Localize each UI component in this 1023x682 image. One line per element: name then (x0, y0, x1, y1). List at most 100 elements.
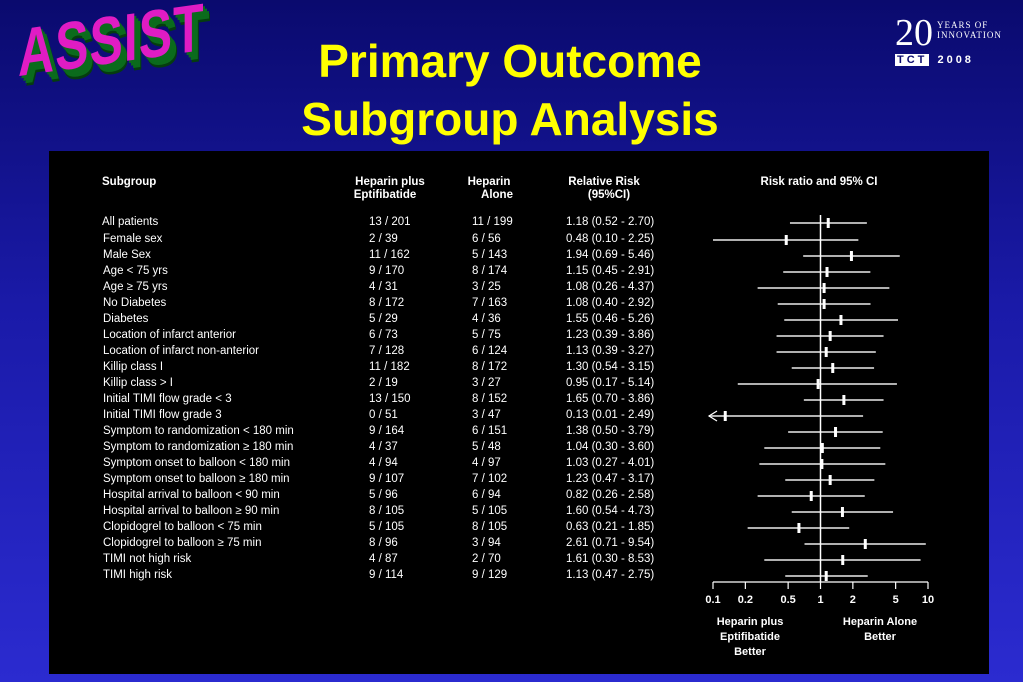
subgroup-label: Killip class > I (103, 377, 173, 389)
eptifibatide-count: 13 / 150 (369, 393, 411, 405)
eptifibatide-count: 13 / 201 (369, 216, 411, 228)
footer-left-line2: Eptifibatide (720, 631, 780, 643)
relative-risk-text: 1.03 (0.27 - 4.01) (566, 457, 655, 469)
subgroup-label: Symptom to randomization < 180 min (103, 425, 294, 437)
eptifibatide-count: 11 / 182 (369, 361, 410, 373)
point-estimate (826, 218, 830, 228)
point-estimate (840, 507, 844, 517)
alone-count: 8 / 174 (472, 265, 508, 277)
x-axis-tick-label: 10 (921, 594, 935, 606)
relative-risk-text: 1.13 (0.39 - 3.27) (566, 345, 655, 357)
alone-count: 5 / 48 (472, 441, 501, 453)
tct-logo-subtitle: YEARS OF INNOVATION (937, 20, 1002, 40)
subgroup-label: TIMI high risk (103, 569, 173, 581)
alone-count: 4 / 97 (472, 457, 501, 469)
alone-count: 9 / 129 (472, 569, 508, 581)
alone-count: 6 / 151 (472, 425, 508, 437)
alone-count: 5 / 143 (472, 249, 508, 261)
footer-right-line1: Heparin Alone (842, 616, 918, 628)
header-col1-line2: Eptifibatide (353, 189, 417, 201)
eptifibatide-count: 4 / 37 (369, 441, 398, 453)
subgroup-label: Killip class I (103, 361, 164, 373)
alone-count: 8 / 152 (472, 393, 508, 405)
forest-plot (707, 215, 929, 589)
point-estimate (784, 235, 788, 245)
alone-count: 5 / 105 (472, 505, 508, 517)
relative-risk-text: 1.61 (0.30 - 8.53) (566, 553, 655, 565)
x-axis-tick-label: 1 (817, 594, 824, 606)
alone-count: 6 / 124 (472, 345, 508, 357)
subgroup-label: All patients (102, 216, 159, 228)
point-estimate (824, 571, 828, 581)
alone-count: 7 / 102 (472, 473, 508, 485)
eptifibatide-count: 5 / 105 (369, 521, 405, 533)
eptifibatide-count: 4 / 94 (369, 457, 398, 469)
page-title-line2: Subgroup Analysis (301, 93, 719, 145)
relative-risk-text: 1.23 (0.47 - 3.17) (566, 473, 655, 485)
x-axis-tick-label: 0.2 (737, 594, 753, 606)
tct-logo-brand-row: TCT 2008 (895, 54, 974, 66)
subgroup-label: Symptom onset to balloon < 180 min (103, 457, 290, 469)
eptifibatide-count: 9 / 164 (369, 425, 405, 437)
point-estimate (841, 555, 845, 565)
point-estimate (822, 299, 826, 309)
footer-left: Heparin plus Eptifibatide Better (700, 615, 800, 660)
subgroup-label: Hospital arrival to balloon < 90 min (103, 489, 280, 501)
page-title-line1: Primary Outcome (318, 35, 702, 87)
alone-count: 11 / 199 (472, 216, 513, 228)
forest-plot-panel: Subgroup Heparin plus Eptifibatide Hepar… (49, 151, 989, 674)
point-estimate (820, 443, 824, 453)
relative-risk-text: 0.48 (0.10 - 2.25) (566, 233, 655, 245)
point-estimate (816, 379, 820, 389)
footer-left-line3: Better (734, 646, 766, 658)
subgroup-label: Male Sex (103, 249, 151, 261)
point-estimate (723, 411, 727, 421)
relative-risk-text: 1.23 (0.39 - 3.86) (566, 329, 655, 341)
subgroup-label: Initial TIMI flow grade < 3 (103, 393, 232, 405)
alone-count: 7 / 163 (472, 297, 508, 309)
alone-count: 6 / 94 (472, 489, 501, 501)
eptifibatide-count: 11 / 162 (369, 249, 410, 261)
point-estimate (831, 363, 835, 373)
relative-risk-text: 1.30 (0.54 - 3.15) (566, 361, 655, 373)
alone-count: 8 / 105 (472, 521, 508, 533)
point-estimate (822, 283, 826, 293)
footer-left-line1: Heparin plus (716, 616, 784, 628)
relative-risk-text: 1.15 (0.45 - 2.91) (566, 265, 655, 277)
alone-count: 5 / 75 (472, 329, 501, 341)
tct-logo-number: 20 (895, 12, 933, 54)
relative-risk-text: 0.63 (0.21 - 1.85) (566, 521, 655, 533)
subgroup-label: TIMI not high risk (103, 553, 192, 565)
relative-risk-text: 1.38 (0.50 - 3.79) (566, 425, 655, 437)
subgroup-label: Clopidogrel to balloon < 75 min (103, 521, 262, 533)
subgroup-label: Symptom to randomization ≥ 180 min (103, 441, 294, 453)
x-axis-tick-label: 0.5 (780, 594, 796, 606)
relative-risk-text: 1.08 (0.26 - 4.37) (566, 281, 655, 293)
alone-count: 3 / 94 (472, 537, 501, 549)
alone-count: 3 / 27 (472, 377, 501, 389)
eptifibatide-count: 4 / 87 (369, 553, 398, 565)
tct-logo-sub2: INNOVATION (937, 30, 1002, 40)
alone-count: 2 / 70 (472, 553, 501, 565)
header-plot: Risk ratio and 95% CI (760, 176, 878, 188)
alone-count: 6 / 56 (472, 233, 501, 245)
point-estimate (849, 251, 853, 261)
relative-risk-text: 1.04 (0.30 - 3.60) (566, 441, 655, 453)
subgroup-label: Hospital arrival to balloon ≥ 90 min (103, 505, 280, 517)
subgroup-label: Female sex (103, 233, 163, 245)
header-col3-line1: Relative Risk (568, 176, 640, 188)
relative-risk-text: 1.13 (0.47 - 2.75) (566, 569, 655, 581)
point-estimate (825, 267, 829, 277)
x-axis-tick-label: 5 (892, 594, 899, 606)
x-axis-tick-label: 2 (849, 594, 856, 606)
eptifibatide-count: 2 / 39 (369, 233, 398, 245)
relative-risk-text: 0.13 (0.01 - 2.49) (566, 409, 655, 421)
eptifibatide-count: 7 / 128 (369, 345, 405, 357)
subgroup-label: Age ≥ 75 yrs (103, 281, 168, 293)
point-estimate (809, 491, 813, 501)
relative-risk-text: 1.08 (0.40 - 2.92) (566, 297, 655, 309)
relative-risk-text: 0.95 (0.17 - 5.14) (566, 377, 655, 389)
point-estimate (824, 347, 828, 357)
eptifibatide-count: 0 / 51 (369, 409, 398, 421)
alone-count: 4 / 36 (472, 313, 501, 325)
